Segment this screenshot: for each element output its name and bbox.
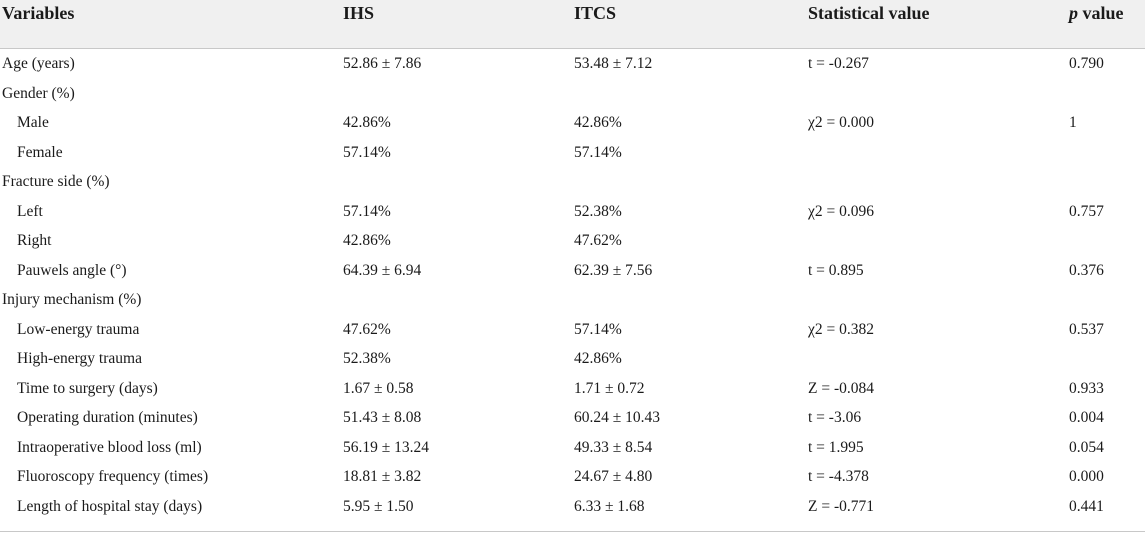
table-header: Variables IHS ITCS Statistical value p v…	[0, 0, 1145, 49]
cell-p-value: 0.757	[1069, 202, 1104, 220]
header-variables: Variables	[2, 3, 75, 23]
cell-ihs: 56.19 ± 13.24	[343, 438, 430, 456]
cell-itcs: 47.62%	[574, 232, 622, 249]
table-row: Low-energy trauma 47.62% 57.14% χ2 = 0.382 0…	[0, 315, 1145, 345]
cell-statistical-value: χ2 = 0.000	[808, 114, 874, 131]
table-row: Pauwels angle (°) 64.39 ± 6.94 62.39 ± 7.5…	[0, 256, 1145, 286]
cell-ihs: 52.86 ± 7.86	[343, 55, 422, 72]
row-label: Left	[17, 202, 43, 220]
cell-ihs: 57.14%	[343, 202, 391, 220]
row-label: Pauwels angle (°)	[17, 261, 127, 279]
cell-itcs: 57.14%	[574, 320, 622, 338]
table-row: Length of hospital stay (days) 5.95 ± 1.5…	[0, 492, 1145, 522]
table-row: Operating duration (minutes) 51.43 ± 8.08…	[0, 403, 1145, 433]
row-label: High-energy trauma	[17, 350, 142, 367]
header-p-letter: p	[1069, 3, 1078, 23]
cell-itcs: 24.67 ± 4.80	[574, 468, 653, 485]
row-label: Age (years)	[2, 55, 75, 72]
row-label: Intraoperative blood loss (ml)	[17, 438, 202, 456]
cell-statistical-value: t = 0.895	[808, 261, 864, 279]
table-body: Age (years) 52.86 ± 7.86 53.48 ± 7.12 t = -…	[0, 49, 1145, 521]
cell-itcs: 60.24 ± 10.43	[574, 409, 661, 426]
row-label: Fluoroscopy frequency (times)	[17, 468, 209, 485]
table-row: High-energy trauma 52.38% 42.86%	[0, 344, 1145, 374]
cell-ihs: 64.39 ± 6.94	[343, 261, 422, 279]
cell-statistical-value: Z = -0.084	[808, 379, 874, 397]
cell-itcs: 57.14%	[574, 143, 622, 161]
cell-ihs: 51.43 ± 8.08	[343, 409, 422, 426]
cell-itcs: 52.38%	[574, 202, 622, 220]
cell-ihs: 5.95 ± 1.50	[343, 497, 414, 515]
cell-itcs: 42.86%	[574, 114, 622, 131]
table-row: Right 42.86% 47.62%	[0, 226, 1145, 256]
cell-ihs: 18.81 ± 3.82	[343, 468, 422, 485]
row-label: Operating duration (minutes)	[17, 409, 198, 426]
header-p-suffix: value	[1078, 3, 1124, 23]
table-row: Time to surgery (days) 1.67 ± 0.58 1.71 ± …	[0, 374, 1145, 404]
row-label: Female	[17, 143, 63, 161]
cell-p-value: 0.000	[1069, 468, 1104, 485]
cell-statistical-value: χ2 = 0.382	[808, 320, 874, 338]
cell-ihs: 42.86%	[343, 232, 391, 249]
row-label: Low-energy trauma	[17, 320, 140, 338]
cell-statistical-value: Z = -0.771	[808, 497, 874, 515]
header-ihs: IHS	[343, 3, 375, 23]
table-row: Intraoperative blood loss (ml) 56.19 ± 13…	[0, 433, 1145, 463]
cell-statistical-value: χ2 = 0.096	[808, 202, 874, 220]
cell-ihs: 42.86%	[343, 114, 391, 131]
cell-itcs: 53.48 ± 7.12	[574, 55, 653, 72]
cell-statistical-value: t = -3.06	[808, 409, 862, 426]
cell-itcs: 6.33 ± 1.68	[574, 497, 645, 515]
cell-itcs: 62.39 ± 7.56	[574, 261, 653, 279]
table-row: Male 42.86% 42.86% χ2 = 0.000 1	[0, 108, 1145, 138]
cell-p-value: 0.054	[1069, 438, 1104, 456]
table-bottom-rule	[0, 531, 1145, 532]
row-label: Male	[17, 114, 49, 131]
cell-p-value: 0.441	[1069, 497, 1104, 515]
cell-ihs: 57.14%	[343, 143, 391, 161]
row-label: Injury mechanism (%)	[2, 291, 142, 308]
table-row: Female 57.14% 57.14%	[0, 138, 1145, 168]
table-row: Fracture side (%)	[0, 167, 1145, 197]
row-label: Time to surgery (days)	[17, 379, 158, 397]
header-p-value: p value	[1069, 0, 1124, 26]
cell-ihs: 1.67 ± 0.58	[343, 379, 414, 397]
header-statistical-value: Statistical value	[808, 3, 930, 23]
cell-itcs: 42.86%	[574, 350, 622, 367]
table-row: Gender (%)	[0, 79, 1145, 109]
cell-p-value: 1	[1069, 114, 1077, 131]
row-label: Length of hospital stay (days)	[17, 497, 203, 515]
row-label: Right	[17, 232, 52, 249]
table-row: Fluoroscopy frequency (times) 18.81 ± 3.8…	[0, 462, 1145, 492]
data-table: Variables IHS ITCS Statistical value p v…	[0, 0, 1145, 521]
cell-p-value: 0.376	[1069, 261, 1104, 279]
table-row: Left 57.14% 52.38% χ2 = 0.096 0.757	[0, 197, 1145, 227]
cell-statistical-value: t = 1.995	[808, 438, 864, 456]
cell-p-value: 0.790	[1069, 55, 1104, 72]
cell-p-value: 0.004	[1069, 409, 1104, 426]
cell-p-value: 0.933	[1069, 379, 1104, 397]
row-label: Fracture side (%)	[2, 173, 110, 190]
cell-statistical-value: t = -4.378	[808, 468, 869, 485]
table-row: Age (years) 52.86 ± 7.86 53.48 ± 7.12 t = -…	[0, 49, 1145, 79]
cell-ihs: 52.38%	[343, 350, 391, 367]
cell-itcs: 49.33 ± 8.54	[574, 438, 653, 456]
row-label: Gender (%)	[2, 84, 75, 102]
cell-p-value: 0.537	[1069, 320, 1104, 338]
cell-itcs: 1.71 ± 0.72	[574, 379, 645, 397]
cell-ihs: 47.62%	[343, 320, 391, 338]
header-itcs: ITCS	[574, 3, 617, 23]
table-row: Injury mechanism (%)	[0, 285, 1145, 315]
cell-statistical-value: t = -0.267	[808, 55, 869, 72]
